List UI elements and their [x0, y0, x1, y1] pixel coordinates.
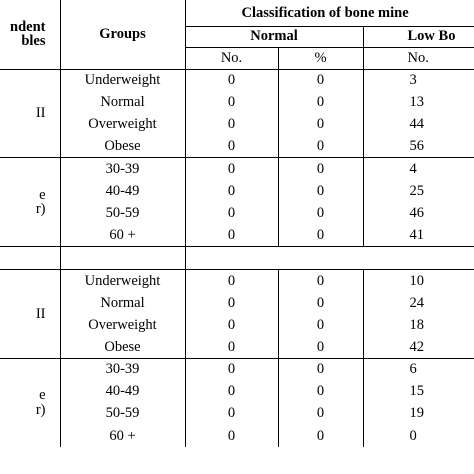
group-cell: Normal: [59, 91, 185, 114]
group-cell: Overweight: [59, 313, 185, 337]
low-no-cell: 19: [362, 402, 474, 425]
normal-percent-cell: 0: [277, 357, 363, 381]
low-no-cell: 24: [362, 291, 474, 314]
table-row: e r) 30-39 0 0 6: [0, 357, 474, 447]
table-row: 50-59 0 0 19: [0, 402, 474, 425]
low-no-cell: 44: [362, 113, 474, 136]
group-cell: 50-59: [59, 202, 185, 225]
table-row: 60 +0 0 0: [0, 424, 474, 447]
normal-no-cell: 0: [184, 113, 278, 136]
group-cell: 60 +: [59, 424, 185, 447]
table-row: Obese 0 0 56: [0, 135, 474, 158]
group-cell: 30-39: [59, 357, 185, 381]
normal-percent-cell: 0: [277, 135, 363, 158]
variable-label: e r): [0, 357, 60, 447]
normal-percent-cell: 0: [277, 68, 363, 92]
group-cell: 40-49: [59, 380, 185, 403]
low-no-cell: 41: [362, 224, 474, 247]
normal-no-cell: 0: [184, 224, 278, 247]
separator-cell: [184, 246, 474, 270]
normal-no-header: No.: [184, 47, 278, 70]
normal-no-cell: 0: [184, 91, 278, 114]
low-no-header: No.: [362, 47, 474, 70]
normal-percent-cell: 0: [277, 113, 363, 136]
normal-header: Normal: [184, 26, 363, 48]
normal-percent-header: %: [277, 47, 363, 70]
normal-percent-cell: 0: [277, 202, 363, 225]
table-row: 50-59 0 0 46: [0, 202, 474, 225]
low-no-cell: 3: [362, 68, 474, 92]
variable-label: II: [0, 269, 60, 359]
table-row: Overweight 0 0 18: [0, 313, 474, 337]
group-cell: 60 +: [59, 224, 185, 247]
normal-percent-cell: 0: [277, 291, 363, 314]
normal-no-cell: 0: [184, 179, 278, 203]
low-no-cell: 6: [362, 357, 474, 381]
normal-percent-cell: 0: [277, 157, 363, 180]
variable-label: II: [0, 68, 60, 158]
low-no-cell: 56: [362, 135, 474, 158]
low-no-cell: 18: [362, 313, 474, 337]
low-no-cell: 42: [362, 336, 474, 359]
table-row: II Underweight 0 0 10: [0, 268, 474, 359]
low-no-cell: 0: [362, 424, 474, 447]
group-cell: Obese: [59, 336, 185, 359]
normal-no-cell: 0: [184, 202, 278, 225]
dependent-variables-header: ndent bles: [10, 18, 46, 50]
low-no-cell: 10: [362, 268, 474, 292]
normal-percent-cell: 0: [277, 336, 363, 359]
low-no-cell: 46: [362, 202, 474, 225]
classification-header: Classification of bone mine: [184, 0, 474, 27]
low-no-cell: 4: [362, 157, 474, 180]
normal-no-cell: 0: [184, 336, 278, 359]
low-no-cell: 13: [362, 91, 474, 114]
normal-percent-cell: 0: [277, 402, 363, 425]
table-row: Overweight 0 0 44: [0, 113, 474, 136]
variable-label: e r): [0, 157, 60, 247]
normal-percent-cell: 0: [277, 224, 363, 247]
group-cell: Normal: [59, 291, 185, 314]
low-no-cell: 25: [362, 179, 474, 203]
separator-cell: [59, 246, 185, 270]
group-cell: 50-59: [59, 402, 185, 425]
separator-cell: [0, 246, 60, 270]
normal-no-cell: 0: [184, 291, 278, 314]
table-row: Normal 0 0 13: [0, 91, 474, 114]
table-row: 40-49 0 0 15: [0, 380, 474, 403]
normal-no-cell: 0: [184, 402, 278, 425]
bone-mineral-table: ndent bles Groups Classification of bone …: [0, 0, 474, 447]
table-row: Normal 0 0 24: [0, 291, 474, 314]
normal-percent-cell: 0: [277, 268, 363, 292]
low-no-cell: 15: [362, 380, 474, 403]
normal-no-cell: 0: [184, 268, 278, 292]
normal-no-cell: 0: [184, 157, 278, 180]
normal-percent-cell: 0: [277, 380, 363, 403]
normal-percent-cell: 0: [277, 179, 363, 203]
group-cell: 40-49: [59, 179, 185, 203]
normal-no-cell: 0: [184, 357, 278, 381]
table-row: e r) 30-39 0 0 4: [0, 157, 474, 247]
normal-no-cell: 0: [184, 135, 278, 158]
table-row: Obese 0 0 42: [0, 336, 474, 359]
table-row: 40-49 0 0 25: [0, 179, 474, 203]
low-bone-header: Low Bo: [362, 26, 474, 48]
normal-no-cell: 0: [184, 68, 278, 92]
normal-percent-cell: 0: [277, 313, 363, 337]
normal-percent-cell: 0: [277, 91, 363, 114]
groups-header: Groups: [59, 0, 185, 69]
normal-percent-cell: 0: [277, 424, 363, 447]
table-row: 60 +0 0 41: [0, 224, 474, 247]
normal-no-cell: 0: [184, 380, 278, 403]
normal-no-cell: 0: [184, 313, 278, 337]
group-cell: Underweight: [59, 68, 185, 92]
table-row: II Underweight 0 0 3: [0, 68, 474, 158]
group-cell: 30-39: [59, 157, 185, 180]
section-separator-row: [0, 246, 474, 270]
group-cell: Obese: [59, 135, 185, 158]
normal-no-cell: 0: [184, 424, 278, 447]
group-cell: Underweight: [59, 268, 185, 292]
group-cell: Overweight: [59, 113, 185, 136]
